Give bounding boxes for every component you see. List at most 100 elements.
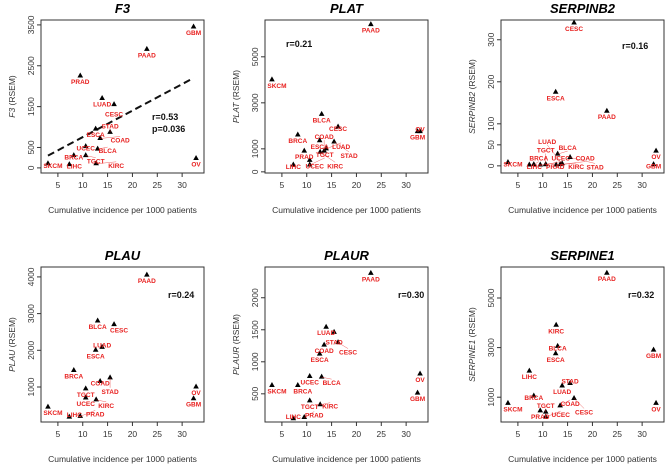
y-tick-label: 3000 [26,304,36,323]
x-tick-label: 5 [280,180,285,190]
point-marker-luad [99,343,105,349]
point-label: KIRC [322,404,338,411]
point-marker-cesc [111,321,117,327]
point-marker-stad [107,374,113,380]
point-marker-coad [557,402,563,408]
point-marker-cesc [111,101,117,107]
point-label: KIRC [327,163,343,170]
y-axis-label: F3 (RSEM) [7,75,17,118]
point-marker-skcm [269,76,275,82]
point-marker-paad [144,45,150,51]
x-tick-label: 20 [352,429,362,439]
point-label: ESCA [311,144,329,151]
point-label: STAD [561,379,579,386]
x-tick-label: 10 [302,180,312,190]
point-label: COAD [91,380,110,387]
point-marker-brca [294,381,301,387]
point-label: BRCA [64,373,83,380]
stat-text: r=0.24 [168,290,194,300]
point-marker-paad [144,271,150,277]
point-label: COAD [315,348,334,355]
plot-frame [40,266,205,423]
point-label: LUAD [317,330,335,337]
x-tick-label: 5 [56,429,61,439]
point-label: GBM [410,396,425,403]
point-marker-coad [97,377,103,383]
x-tick-label: 20 [588,180,598,190]
label-leader-line [557,150,568,155]
point-marker-blca [318,110,325,116]
x-axis-label: Cumulative incidence per 1000 patients [272,205,421,215]
point-labels: SKCM LIHC BRCA PRAD UCEC TGCT ESCA KIRC BLCA COAD… [43,278,201,419]
x-axis-label: Cumulative incidence per 1000 patients [272,454,421,464]
point-marker-blca [94,317,101,323]
x-tick-label: 15 [327,180,337,190]
label-leader-line [320,402,331,405]
label-leader-line [560,399,571,407]
point-marker-kirc [553,161,559,167]
point-marker-brca [70,152,77,158]
point-marker-luad [323,145,329,151]
point-label: PRAD [71,79,90,86]
point-marker-prad [77,72,84,78]
point-markers [45,271,199,419]
y-tick-label: 50 [486,140,496,150]
stat-text: r=0.21 [286,39,312,49]
point-marker-brca [70,366,77,372]
point-label: BRCA [524,395,543,402]
stat-text: r=0.30 [398,290,424,300]
point-marker-lihc [290,415,297,421]
panel-title: F3 [115,1,131,16]
label-leader-line [80,410,96,417]
point-label: GBM [186,402,201,409]
point-marker-paad [368,269,374,275]
x-tick-label: 20 [128,429,138,439]
label-leader-line [320,152,336,163]
label-leader-line [326,142,342,150]
panel-plaur: PLAUR 5 10 15 20 25 30 500 1000 1500 2000 Cumulativ… [231,248,429,464]
point-label: GBM [410,135,425,142]
point-label: KIRC [568,164,584,171]
point-label: OV [651,406,661,413]
label-leader-line [96,161,117,165]
point-marker-kirc [93,160,99,166]
y-tick-label: 4000 [26,267,36,286]
point-marker-tgct [306,397,313,403]
label-leader-line [570,157,596,164]
y-tick-label: 200 [486,74,496,88]
point-label: BLCA [559,145,577,152]
point-marker-kirc [553,321,559,327]
label-leaders [545,398,585,418]
x-tick-label: 30 [401,429,411,439]
point-label: SKCM [43,163,62,170]
point-label: SKCM [503,406,522,413]
point-label: SKCM [503,161,522,168]
x-tick-label: 15 [563,180,573,190]
point-markers [269,21,423,167]
point-label: TGCT [537,403,555,410]
y-tick-label: 1000 [250,352,260,371]
point-label: UCEC [306,163,325,170]
point-label: COAD [111,137,130,144]
plot-frame [264,266,429,423]
point-label: PRAD [86,411,105,418]
x-axis-label: Cumulative incidence per 1000 patients [508,205,657,215]
point-label: OV [191,390,201,397]
label-leader-line [337,342,349,349]
y-tick-label: 3500 [26,15,36,34]
point-marker-coad [97,134,103,140]
y-tick-label: 500 [250,386,260,400]
x-tick-label: 5 [280,429,285,439]
point-label: LUAD [93,101,111,108]
point-label: CESC [329,126,347,133]
point-marker-skcm [269,381,275,387]
x-tick-label: 5 [516,180,521,190]
stat-text: p=0.036 [152,124,185,134]
label-leaders [309,140,350,166]
point-label: BLCA [89,324,107,331]
stat-text: r=0.53 [152,112,178,122]
x-tick-label: 15 [103,180,113,190]
point-label: SKCM [267,388,286,395]
point-label: STAD [101,389,119,396]
point-label: ESCA [547,357,565,364]
